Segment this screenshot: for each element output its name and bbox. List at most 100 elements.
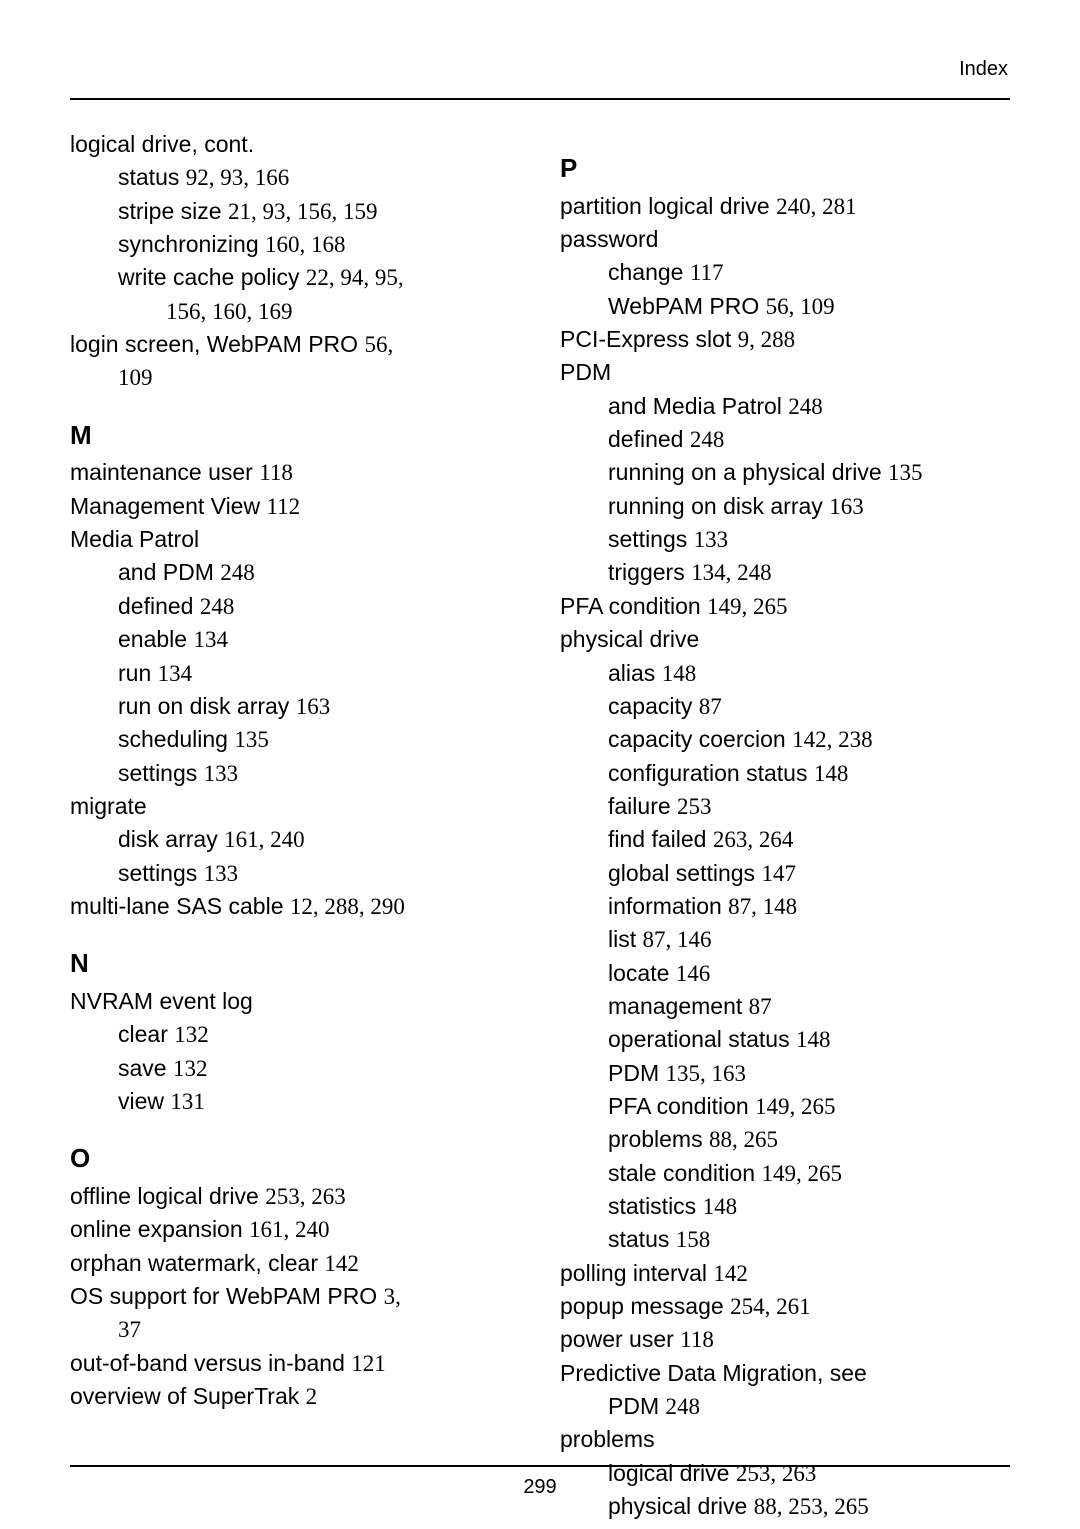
entry-pages: 56, 109 <box>766 294 835 319</box>
index-entry: partition logical drive 240, 281 <box>560 190 1010 223</box>
index-entry: defined 248 <box>70 590 520 623</box>
index-letter: P <box>560 150 1010 188</box>
index-entry: failure 253 <box>560 790 1010 823</box>
entry-pages: 118 <box>680 1327 714 1352</box>
index-entry: capacity 87 <box>560 690 1010 723</box>
entry-pages: 112 <box>266 494 300 519</box>
entry-pages: 158 <box>676 1227 711 1252</box>
entry-pages: 253 <box>677 794 712 819</box>
entry-label: statistics <box>608 1193 703 1219</box>
entry-label: and Media Patrol <box>608 393 788 419</box>
entry-label: operational status <box>608 1026 796 1052</box>
entry-pages: 3, <box>384 1284 401 1309</box>
entry-pages: 149, 265 <box>761 1161 842 1186</box>
entry-pages: 248 <box>788 394 823 419</box>
index-entry: management 87 <box>560 990 1010 1023</box>
entry-pages: 92, 93, 166 <box>186 165 290 190</box>
entry-pages: 87, 146 <box>643 927 712 952</box>
index-entry: Predictive Data Migration, see <box>560 1357 1010 1390</box>
entry-pages: 148 <box>703 1194 738 1219</box>
index-entry: triggers 134, 248 <box>560 556 1010 589</box>
index-entry: view 131 <box>70 1085 520 1118</box>
entry-label: settings <box>118 760 204 786</box>
index-entry: write cache policy 22, 94, 95, <box>70 261 520 294</box>
entry-label: OS support for WebPAM PRO <box>70 1283 384 1309</box>
entry-pages: 133 <box>694 527 729 552</box>
entry-label: stripe size <box>118 198 228 224</box>
entry-label: status <box>608 1226 676 1252</box>
index-entry: PFA condition 149, 265 <box>560 1090 1010 1123</box>
entry-pages: 142, 238 <box>792 727 873 752</box>
index-entry: capacity coercion 142, 238 <box>560 723 1010 756</box>
entry-label: capacity coercion <box>608 726 792 752</box>
index-entry: login screen, WebPAM PRO 56, <box>70 328 520 361</box>
entry-label: configuration status <box>608 760 814 786</box>
index-entry: 109 <box>70 361 520 394</box>
entry-label: defined <box>608 426 690 452</box>
index-letter: N <box>70 945 520 983</box>
page-number: 299 <box>0 1476 1080 1499</box>
entry-label: management <box>608 993 749 1019</box>
entry-label: alias <box>608 660 662 686</box>
entry-pages: 240, 281 <box>776 194 857 219</box>
entry-label: triggers <box>608 559 691 585</box>
index-entry: migrate <box>70 790 520 823</box>
index-entry: defined 248 <box>560 423 1010 456</box>
entry-label: orphan watermark, clear <box>70 1250 324 1276</box>
entry-pages: 9, 288 <box>738 327 796 352</box>
entry-label: online expansion <box>70 1216 249 1242</box>
entry-label: synchronizing <box>118 231 265 257</box>
entry-pages: 149, 265 <box>707 594 788 619</box>
index-entry: WebPAM PRO 56, 109 <box>560 290 1010 323</box>
index-entry: settings 133 <box>70 757 520 790</box>
entry-pages: 121 <box>351 1351 386 1376</box>
index-entry: running on a physical drive 135 <box>560 456 1010 489</box>
index-entry: status 158 <box>560 1223 1010 1256</box>
entry-pages: 21, 93, 156, 159 <box>228 199 378 224</box>
entry-label: polling interval <box>560 1260 713 1286</box>
index-entry: overview of SuperTrak 2 <box>70 1380 520 1413</box>
entry-pages: 149, 265 <box>755 1094 836 1119</box>
entry-pages: 2 <box>306 1384 318 1409</box>
entry-label: offline logical drive <box>70 1183 265 1209</box>
index-entry: popup message 254, 261 <box>560 1290 1010 1323</box>
entry-label: view <box>118 1088 170 1114</box>
entry-pages: 12, 288, 290 <box>290 894 405 919</box>
entry-pages: 248 <box>666 1394 701 1419</box>
index-entry: power user 118 <box>560 1323 1010 1356</box>
entry-label: capacity <box>608 693 699 719</box>
index-entry: statistics 148 <box>560 1190 1010 1223</box>
entry-label: save <box>118 1055 173 1081</box>
index-entry: change 117 <box>560 256 1010 289</box>
entry-label: power user <box>560 1326 680 1352</box>
index-entry: PDM 248 <box>560 1390 1010 1423</box>
entry-label: login screen, WebPAM PRO <box>70 331 364 357</box>
entry-label: problems <box>608 1126 709 1152</box>
entry-pages: 88, 265 <box>709 1127 778 1152</box>
entry-label: out-of-band versus in-band <box>70 1350 351 1376</box>
index-entry: run on disk array 163 <box>70 690 520 723</box>
index-entry: save 132 <box>70 1052 520 1085</box>
index-entry: OS support for WebPAM PRO 3, <box>70 1280 520 1313</box>
entry-label: stale condition <box>608 1160 761 1186</box>
index-entry: online expansion 161, 240 <box>70 1213 520 1246</box>
entry-label: PCI-Express slot <box>560 326 738 352</box>
entry-label: run <box>118 660 158 686</box>
entry-pages: 56, <box>364 332 393 357</box>
index-entry: password <box>560 223 1010 256</box>
entry-label: find failed <box>608 826 713 852</box>
top-rule <box>70 98 1010 100</box>
entry-pages: 161, 240 <box>249 1217 330 1242</box>
entry-pages: 37 <box>118 1317 141 1342</box>
entry-label: running on a physical drive <box>608 459 888 485</box>
entry-label: PFA condition <box>560 593 707 619</box>
entry-pages: 163 <box>296 694 331 719</box>
entry-pages: 134 <box>193 627 228 652</box>
index-columns: logical drive, cont.status 92, 93, 166st… <box>70 128 1010 1523</box>
index-entry: information 87, 148 <box>560 890 1010 923</box>
index-entry: run 134 <box>70 657 520 690</box>
entry-pages: 132 <box>174 1022 209 1047</box>
entry-label: running on disk array <box>608 493 829 519</box>
index-entry: NVRAM event log <box>70 985 520 1018</box>
index-entry: out-of-band versus in-band 121 <box>70 1347 520 1380</box>
